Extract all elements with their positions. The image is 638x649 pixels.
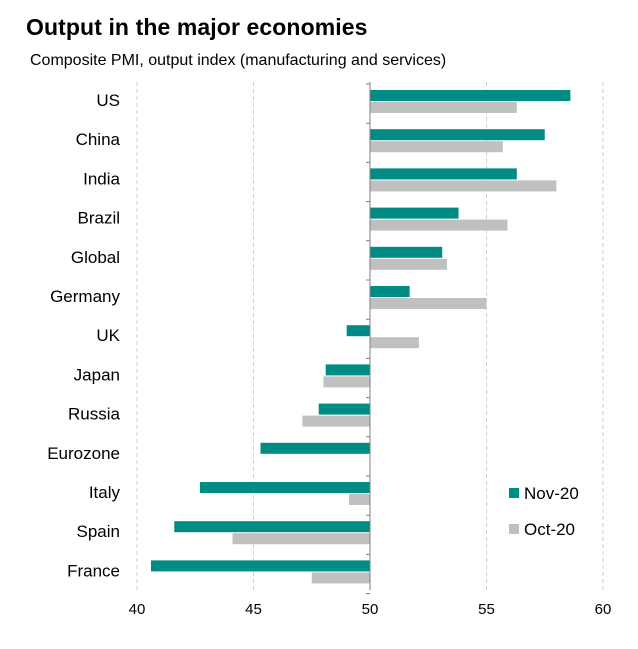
category-label: France bbox=[67, 561, 120, 580]
category-label: Global bbox=[71, 248, 120, 267]
bar-oct-20-india bbox=[370, 180, 557, 192]
x-tick-label: 40 bbox=[129, 601, 146, 618]
bar-nov-20-eurozone bbox=[260, 442, 370, 454]
category-label: Germany bbox=[50, 287, 120, 306]
baseline-axis bbox=[366, 82, 371, 595]
category-label: India bbox=[83, 169, 120, 188]
x-tick-label: 55 bbox=[478, 601, 495, 618]
legend-label: Oct-20 bbox=[524, 520, 575, 539]
category-label: Japan bbox=[74, 365, 120, 384]
bar-oct-20-japan bbox=[323, 376, 370, 388]
legend: Nov-20 Oct-20 bbox=[509, 484, 579, 539]
bar-nov-20-india bbox=[370, 168, 517, 180]
category-label: Russia bbox=[68, 405, 121, 424]
bar-oct-20-russia bbox=[302, 415, 370, 427]
bar-nov-20-spain bbox=[174, 521, 370, 533]
bar-nov-20-uk bbox=[346, 325, 370, 337]
legend-swatch bbox=[509, 488, 519, 498]
x-tick-label: 45 bbox=[245, 601, 262, 618]
bar-nov-20-china bbox=[370, 129, 545, 141]
bar-nov-20-us bbox=[370, 90, 571, 101]
bar-oct-20-italy bbox=[349, 494, 370, 505]
bars bbox=[150, 90, 571, 584]
bar-oct-20-spain bbox=[232, 533, 370, 545]
bar-nov-20-brazil bbox=[370, 207, 459, 219]
category-label: China bbox=[76, 130, 121, 149]
bar-nov-20-russia bbox=[318, 403, 370, 415]
x-tick-label: 50 bbox=[362, 601, 379, 618]
bar-nov-20-france bbox=[150, 560, 370, 572]
bar-oct-20-us bbox=[370, 102, 517, 113]
category-label: US bbox=[96, 91, 120, 110]
category-label: Spain bbox=[77, 522, 120, 541]
chart-title: Output in the major economies bbox=[26, 14, 368, 40]
bar-oct-20-uk bbox=[370, 337, 419, 349]
grid-lines bbox=[136, 82, 604, 590]
bar-oct-20-france bbox=[311, 572, 370, 584]
legend-swatch bbox=[509, 524, 519, 534]
x-tick-labels: 40 45 50 55 60 bbox=[129, 601, 612, 618]
bar-nov-20-japan bbox=[325, 364, 370, 376]
bar-nov-20-global bbox=[370, 246, 443, 258]
category-label: Italy bbox=[89, 483, 121, 502]
x-tick-label: 60 bbox=[595, 601, 612, 618]
bar-oct-20-global bbox=[370, 258, 447, 270]
category-label: Eurozone bbox=[47, 444, 120, 463]
bar-nov-20-italy bbox=[199, 482, 370, 493]
chart-subtitle: Composite PMI, output index (manufacturi… bbox=[30, 52, 447, 69]
bar-nov-20-germany bbox=[370, 286, 410, 297]
category-label: UK bbox=[96, 326, 120, 345]
category-label: Brazil bbox=[77, 209, 120, 228]
bar-oct-20-china bbox=[370, 141, 503, 153]
category-labels: US China India Brazil Global Germany UK Japan Ru… bbox=[47, 91, 120, 580]
legend-label: Nov-20 bbox=[524, 484, 579, 503]
bar-oct-20-germany bbox=[370, 298, 487, 309]
bar-oct-20-brazil bbox=[370, 219, 508, 231]
